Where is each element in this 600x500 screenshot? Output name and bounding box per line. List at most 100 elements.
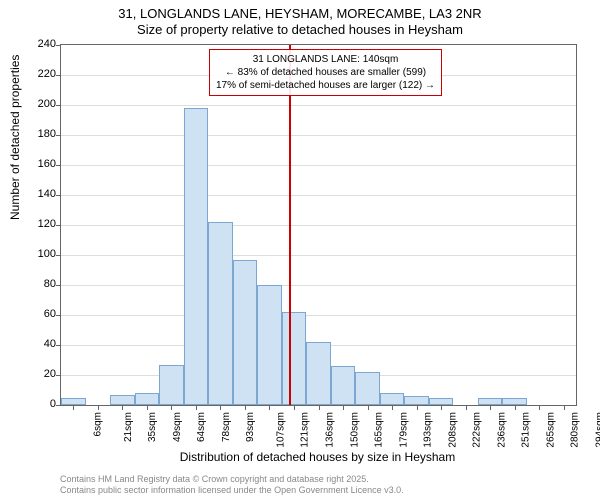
histogram-bar bbox=[135, 393, 160, 405]
x-tick-label: 136sqm bbox=[325, 412, 336, 448]
y-tick-label: 200 bbox=[38, 98, 56, 110]
x-tick bbox=[392, 405, 393, 410]
histogram-bar bbox=[159, 365, 184, 406]
x-tick bbox=[73, 405, 74, 410]
y-tick-label: 100 bbox=[38, 248, 56, 260]
y-tick bbox=[56, 105, 61, 106]
histogram-bar bbox=[380, 393, 405, 405]
x-tick bbox=[98, 405, 99, 410]
x-tick-label: 49sqm bbox=[172, 412, 183, 442]
gridline bbox=[61, 135, 576, 136]
y-axis-label: Number of detached properties bbox=[8, 55, 22, 220]
histogram-bar bbox=[184, 108, 209, 405]
x-tick bbox=[196, 405, 197, 410]
y-tick bbox=[56, 375, 61, 376]
histogram-bar bbox=[282, 312, 307, 405]
x-tick bbox=[122, 405, 123, 410]
y-tick bbox=[56, 225, 61, 226]
x-tick bbox=[319, 405, 320, 410]
y-tick bbox=[56, 195, 61, 196]
x-tick-label: 265sqm bbox=[545, 412, 556, 448]
x-tick-label: 208sqm bbox=[447, 412, 458, 448]
x-tick-label: 280sqm bbox=[570, 412, 581, 448]
x-tick bbox=[466, 405, 467, 410]
histogram-bar bbox=[502, 398, 527, 406]
gridline bbox=[61, 165, 576, 166]
gridline bbox=[61, 225, 576, 226]
x-tick bbox=[441, 405, 442, 410]
x-tick bbox=[220, 405, 221, 410]
x-tick bbox=[343, 405, 344, 410]
x-tick-label: 107sqm bbox=[276, 412, 287, 448]
y-tick-label: 240 bbox=[38, 38, 56, 50]
x-tick-label: 165sqm bbox=[374, 412, 385, 448]
y-tick bbox=[56, 345, 61, 346]
x-tick-label: 6sqm bbox=[93, 412, 104, 436]
x-tick-label: 35sqm bbox=[147, 412, 158, 442]
y-tick-label: 20 bbox=[44, 368, 56, 380]
y-tick bbox=[56, 45, 61, 46]
x-tick-label: 121sqm bbox=[300, 412, 311, 448]
x-tick bbox=[368, 405, 369, 410]
y-tick bbox=[56, 405, 61, 406]
histogram-bar bbox=[355, 372, 380, 405]
x-tick bbox=[294, 405, 295, 410]
y-tick bbox=[56, 315, 61, 316]
gridline bbox=[61, 255, 576, 256]
annotation-line2: ← 83% of detached houses are smaller (59… bbox=[216, 66, 435, 79]
x-tick bbox=[515, 405, 516, 410]
x-tick-label: 64sqm bbox=[196, 412, 207, 442]
histogram-bar bbox=[208, 222, 233, 405]
y-tick-label: 120 bbox=[38, 218, 56, 230]
y-tick bbox=[56, 285, 61, 286]
y-tick-label: 40 bbox=[44, 338, 56, 350]
x-tick-label: 251sqm bbox=[521, 412, 532, 448]
histogram-bar bbox=[404, 396, 429, 405]
x-tick bbox=[147, 405, 148, 410]
x-axis-label: Distribution of detached houses by size … bbox=[60, 450, 575, 464]
x-tick bbox=[539, 405, 540, 410]
x-tick-label: 93sqm bbox=[245, 412, 256, 442]
x-tick-label: 78sqm bbox=[221, 412, 232, 442]
annotation-box: 31 LONGLANDS LANE: 140sqm ← 83% of detac… bbox=[209, 49, 442, 96]
x-tick bbox=[417, 405, 418, 410]
chart-container: 31, LONGLANDS LANE, HEYSHAM, MORECAMBE, … bbox=[0, 0, 600, 500]
histogram-bar bbox=[61, 398, 86, 406]
histogram-bar bbox=[331, 366, 356, 405]
x-tick bbox=[564, 405, 565, 410]
footer: Contains HM Land Registry data © Crown c… bbox=[60, 474, 404, 496]
x-tick bbox=[245, 405, 246, 410]
x-tick-label: 236sqm bbox=[496, 412, 507, 448]
x-tick bbox=[490, 405, 491, 410]
annotation-line1: 31 LONGLANDS LANE: 140sqm bbox=[216, 53, 435, 66]
x-tick bbox=[269, 405, 270, 410]
histogram-bar bbox=[429, 398, 454, 406]
x-tick-label: 222sqm bbox=[472, 412, 483, 448]
chart-title-line2: Size of property relative to detached ho… bbox=[0, 22, 600, 37]
gridline bbox=[61, 315, 576, 316]
y-tick-label: 60 bbox=[44, 308, 56, 320]
reference-line bbox=[289, 45, 291, 405]
y-tick-label: 160 bbox=[38, 158, 56, 170]
histogram-bar bbox=[306, 342, 331, 405]
chart-title-line1: 31, LONGLANDS LANE, HEYSHAM, MORECAMBE, … bbox=[0, 6, 600, 21]
y-tick bbox=[56, 75, 61, 76]
y-tick-label: 140 bbox=[38, 188, 56, 200]
plot-area: 31 LONGLANDS LANE: 140sqm ← 83% of detac… bbox=[60, 44, 577, 406]
gridline bbox=[61, 105, 576, 106]
histogram-bar bbox=[478, 398, 503, 406]
y-tick-label: 0 bbox=[50, 398, 56, 410]
footer-line1: Contains HM Land Registry data © Crown c… bbox=[60, 474, 404, 485]
y-tick bbox=[56, 165, 61, 166]
histogram-bar bbox=[233, 260, 258, 406]
x-tick-label: 193sqm bbox=[423, 412, 434, 448]
y-tick-label: 180 bbox=[38, 128, 56, 140]
histogram-bar bbox=[257, 285, 282, 405]
x-tick-label: 21sqm bbox=[123, 412, 134, 442]
y-tick bbox=[56, 135, 61, 136]
gridline bbox=[61, 285, 576, 286]
x-tick bbox=[171, 405, 172, 410]
y-tick-label: 80 bbox=[44, 278, 56, 290]
histogram-bar bbox=[110, 395, 135, 406]
y-tick bbox=[56, 255, 61, 256]
